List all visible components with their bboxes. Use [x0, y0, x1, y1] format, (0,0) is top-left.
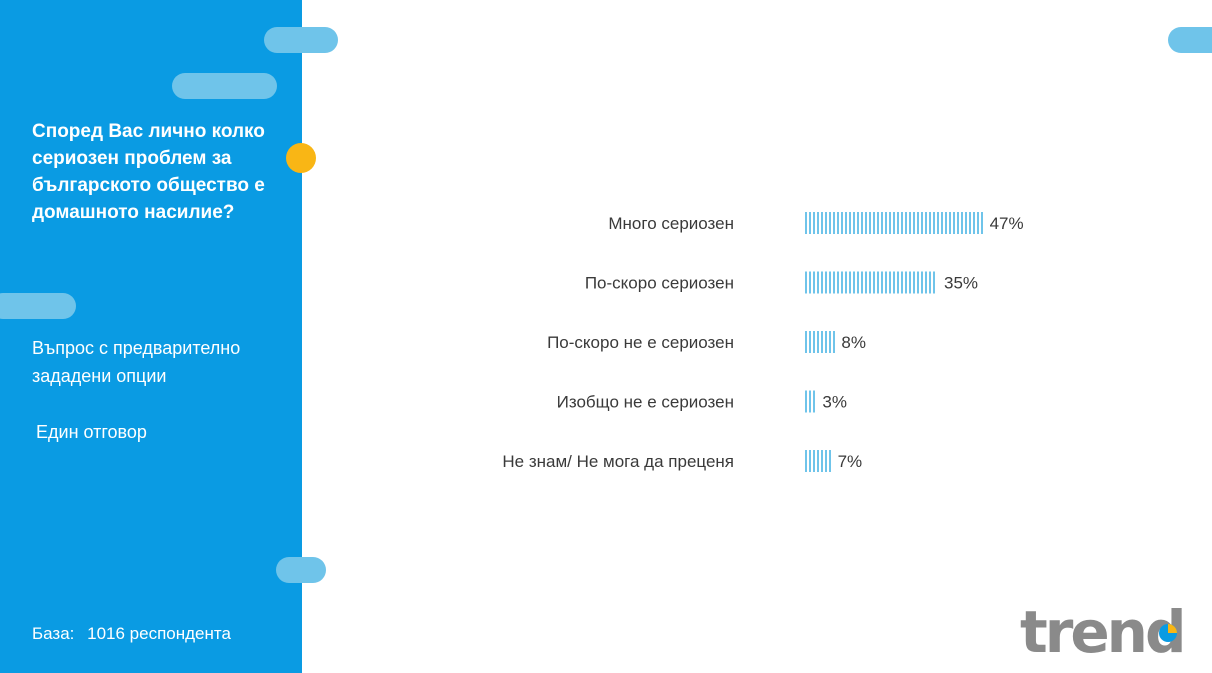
value-label: 7% [838, 452, 863, 471]
bar [805, 212, 983, 234]
decor-pill-lower [276, 557, 326, 583]
category-label: По-скоро сериозен [585, 274, 734, 293]
sidebar-panel: Според Вас лично колко сериозен проблем … [0, 0, 302, 673]
value-label: 47% [990, 214, 1024, 233]
decor-pill-upper [172, 73, 277, 99]
value-label: 3% [822, 393, 847, 412]
base-value: 1016 респондента [87, 624, 231, 643]
question-title: Според Вас лично колко сериозен проблем … [32, 121, 265, 223]
category-label: По-скоро не е сериозен [547, 333, 734, 352]
logo-wordmark: trend [1020, 600, 1183, 660]
logo-chart-slice [1168, 624, 1177, 633]
decor-pill-top [264, 27, 338, 53]
bar [805, 271, 935, 294]
category-label: Изобщо не е сериозен [557, 393, 734, 412]
decor-pill-right [1168, 27, 1212, 53]
trend-logo: trend [1020, 600, 1186, 660]
bar [805, 450, 831, 472]
category-label: Много сериозен [608, 214, 734, 233]
bar [805, 390, 815, 413]
value-label: 35% [944, 274, 978, 293]
value-label: 8% [841, 333, 866, 352]
bar [805, 331, 835, 353]
answer-type-label: Един отговор [36, 422, 147, 442]
base-label: База: [32, 624, 75, 643]
question-type-label: Въпрос с предварително зададени опции [32, 338, 241, 386]
decor-accent-dot [286, 143, 316, 173]
category-label: Не знам/ Не мога да преценя [502, 452, 734, 471]
decor-pill-middle [0, 293, 76, 319]
base-info: База: 1016 респондента [32, 622, 231, 646]
